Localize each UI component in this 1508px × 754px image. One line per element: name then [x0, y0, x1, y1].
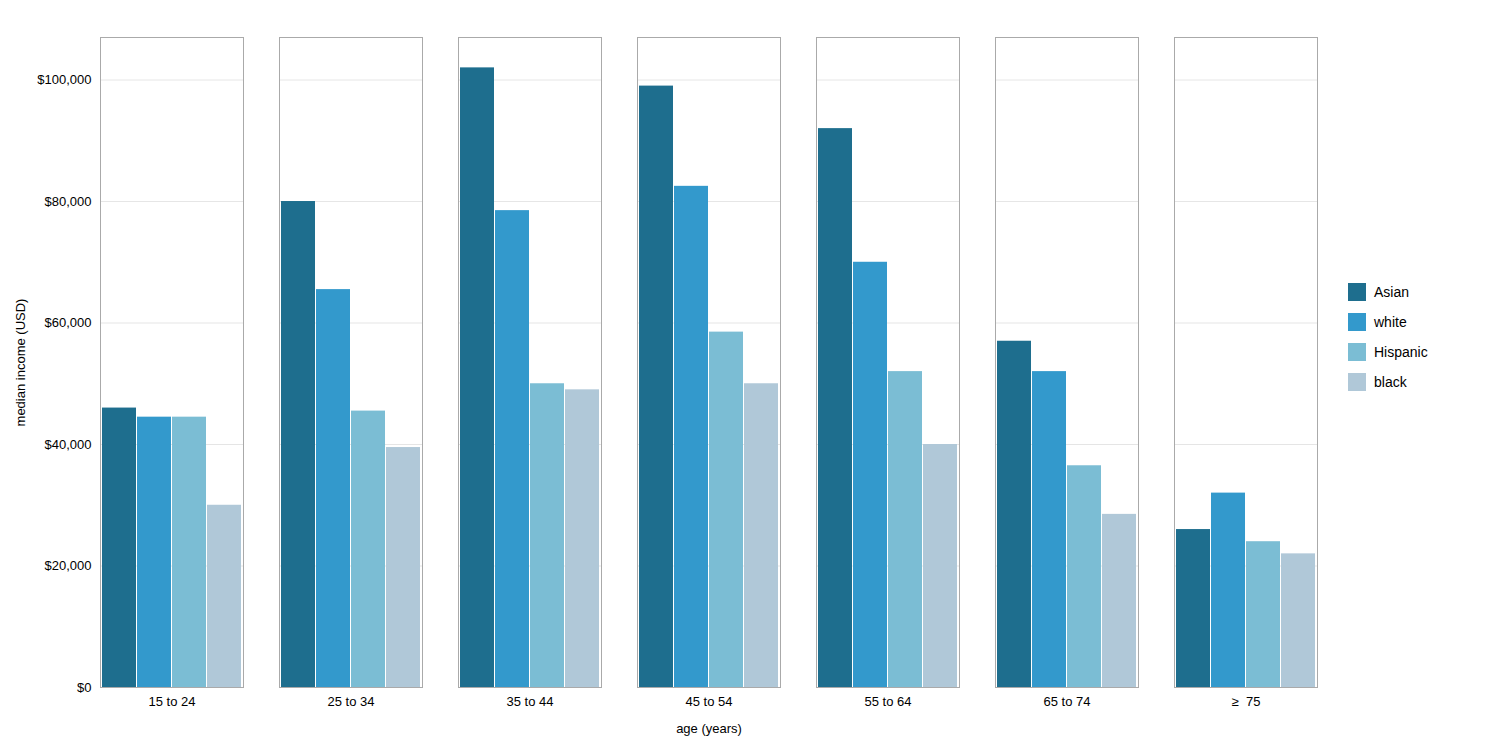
html-text:Asian: Asian — [1374, 284, 1409, 300]
svg-text:$100,000: $100,000 — [37, 72, 91, 87]
svg-text:$20,000: $20,000 — [45, 558, 92, 573]
svg-text:$0: $0 — [77, 680, 91, 695]
svg-text:≥ 75: ≥ 75 — [1232, 694, 1261, 709]
svg-text:$80,000: $80,000 — [45, 194, 92, 209]
svg-text:65 to 74: 65 to 74 — [1044, 694, 1091, 709]
svg-text:$60,000: $60,000 — [45, 315, 92, 330]
svg-text:25 to 34: 25 to 34 — [328, 694, 375, 709]
svg-text:$40,000: $40,000 — [45, 437, 92, 452]
svg-text:15 to 24: 15 to 24 — [149, 694, 196, 709]
html-text:black: black — [1374, 374, 1407, 390]
svg-text:45 to 54: 45 to 54 — [686, 694, 733, 709]
svg-text:55 to 64: 55 to 64 — [865, 694, 912, 709]
svg-text:35 to 44: 35 to 44 — [507, 694, 554, 709]
svg-text:median income (USD): median income (USD) — [13, 299, 28, 427]
html-text:white: white — [1374, 314, 1407, 330]
html-text:Hispanic: Hispanic — [1374, 344, 1428, 360]
svg-text:age (years): age (years) — [676, 721, 742, 736]
